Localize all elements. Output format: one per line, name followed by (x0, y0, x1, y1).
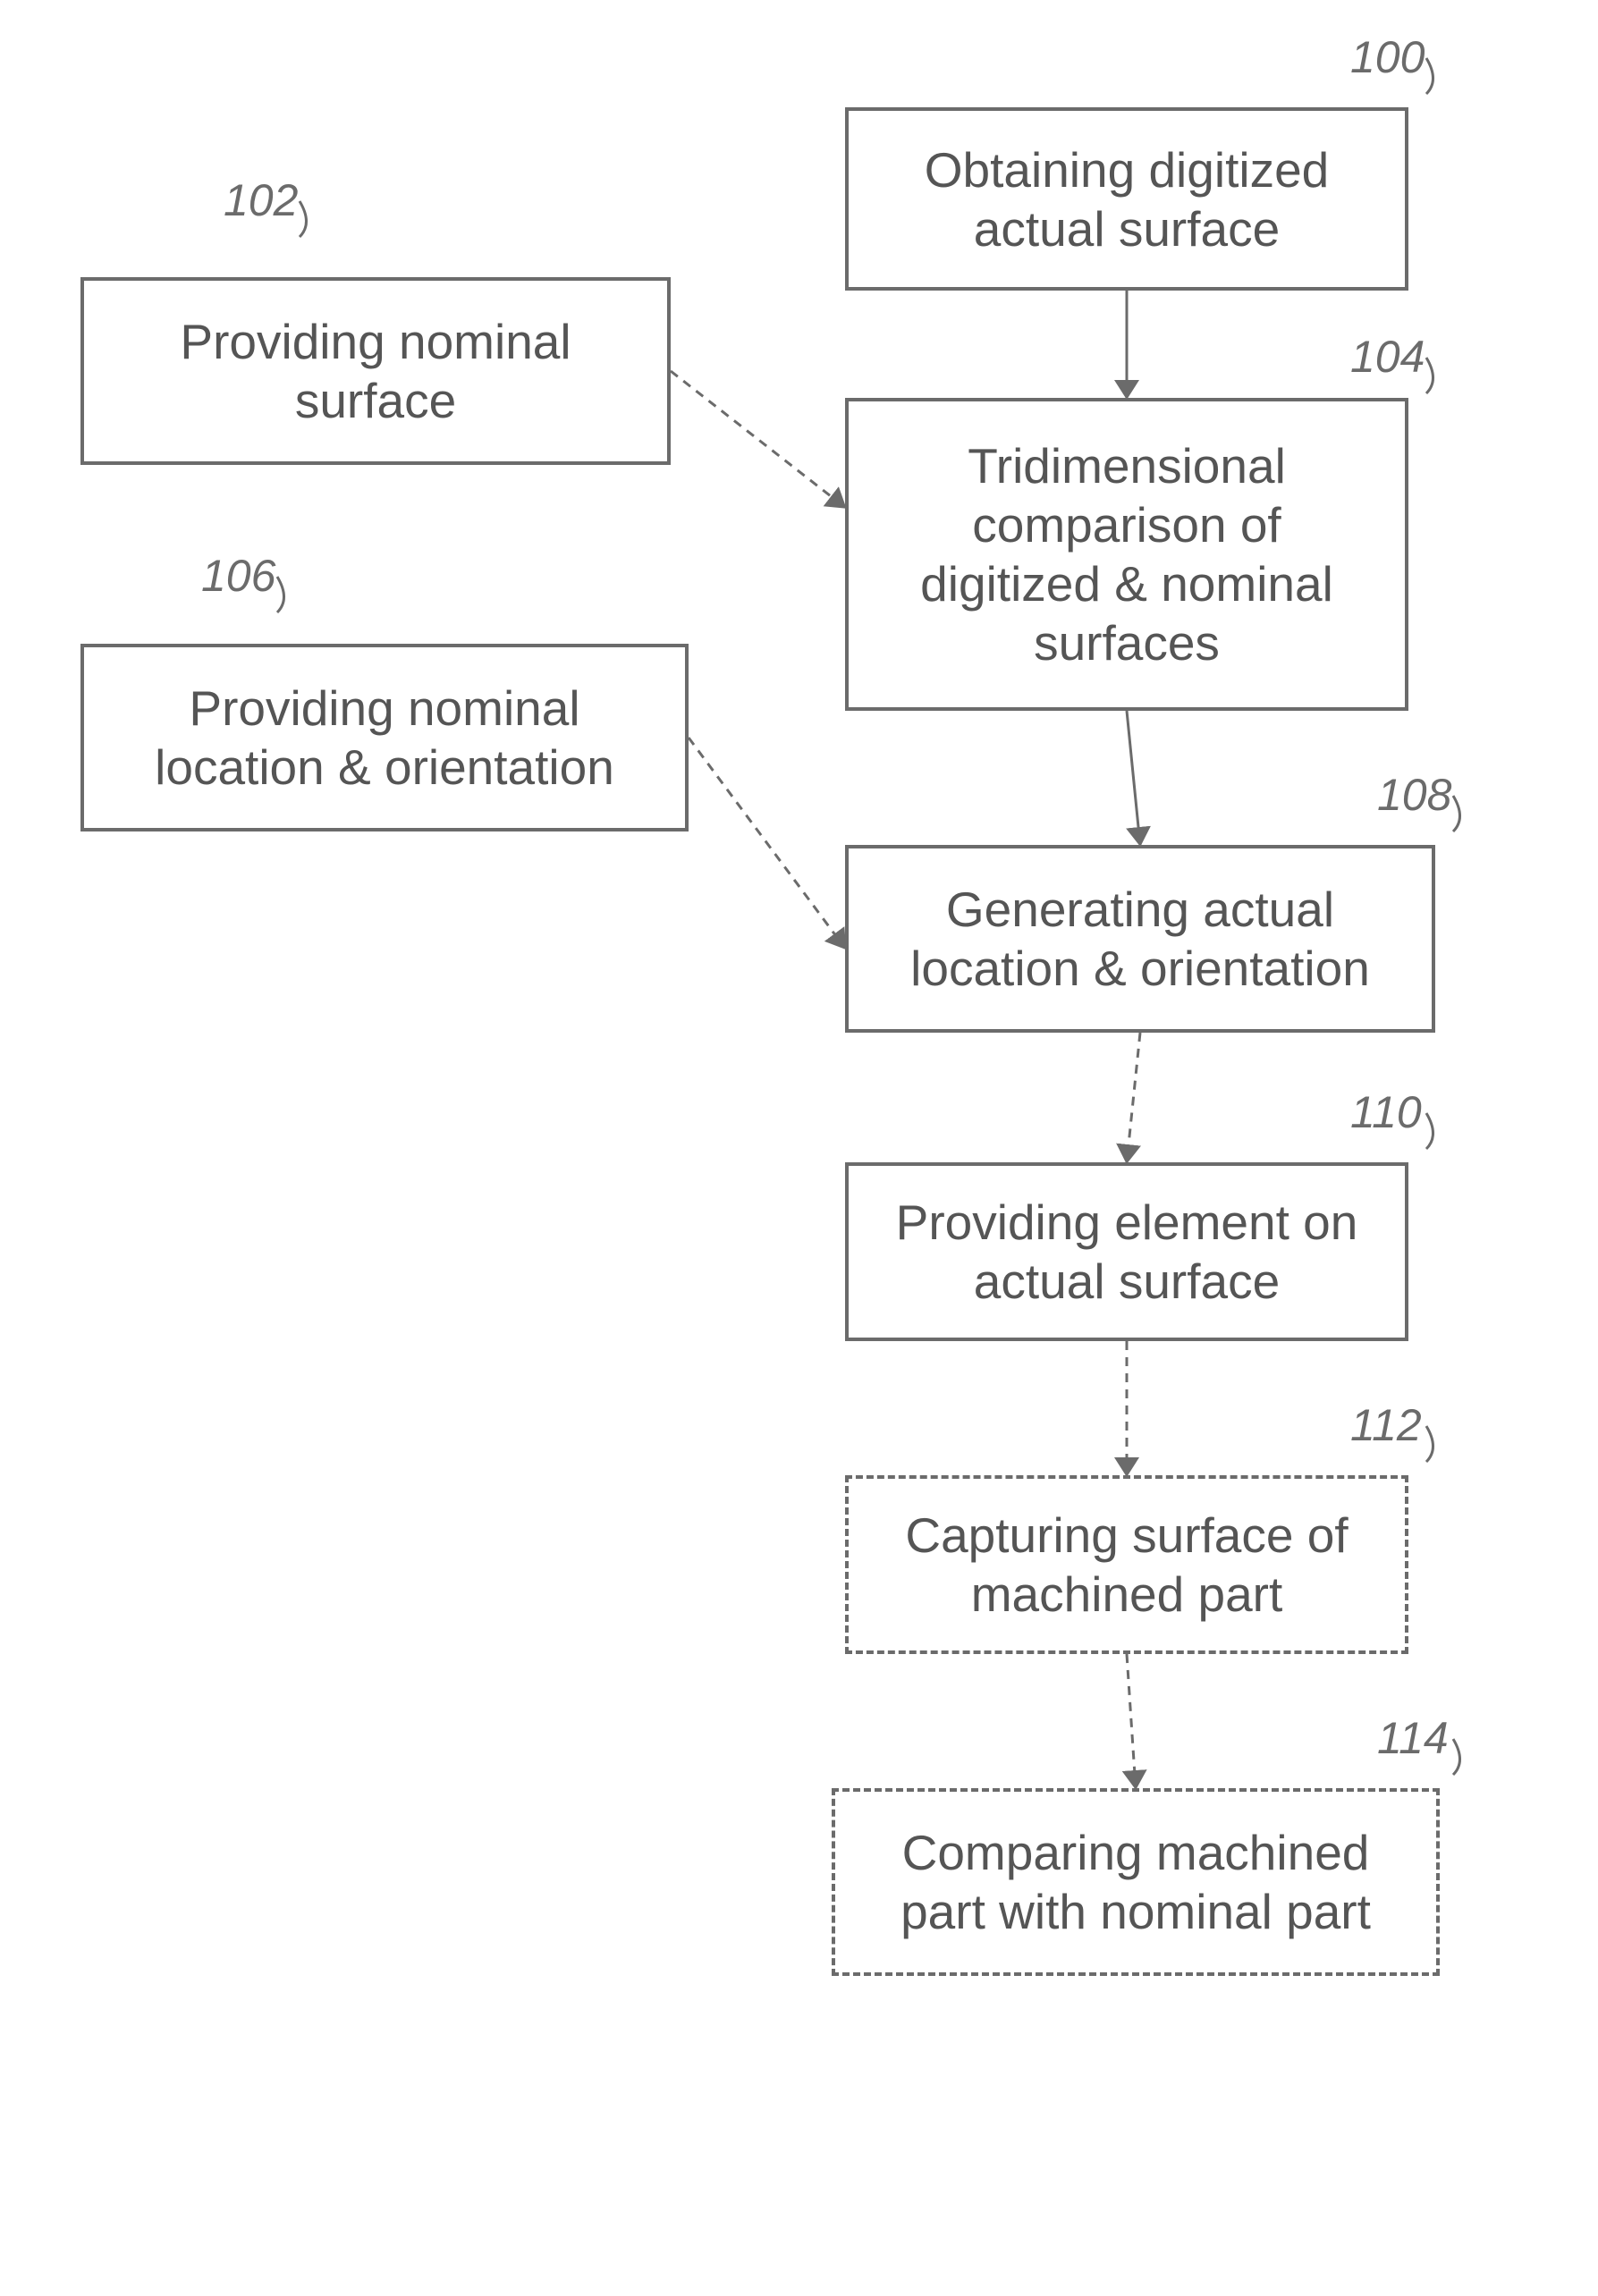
flow-node-n104: Tridimensional comparison of digitized &… (845, 398, 1408, 711)
flow-node-label: Obtaining digitized actual surface (925, 140, 1330, 258)
ref-label-110: 110 (1350, 1086, 1422, 1138)
flow-node-n114: Comparing machined part with nominal par… (832, 1788, 1440, 1976)
flow-node-label: Generating actual location & orientation (910, 880, 1370, 998)
flow-node-label: Providing element on actual surface (896, 1193, 1358, 1311)
flow-node-n100: Obtaining digitized actual surface (845, 107, 1408, 291)
flow-node-n102: Providing nominal surface (80, 277, 671, 465)
flow-node-n112: Capturing surface of machined part (845, 1475, 1408, 1654)
ref-label-106: 106 (201, 550, 275, 602)
ref-leader-108 (1453, 796, 1460, 831)
flow-edge-n104-n108 (1127, 711, 1140, 845)
flow-edge-n108-n110 (1127, 1033, 1140, 1162)
flow-edge-n106-n108 (689, 738, 845, 949)
flowchart-canvas: Obtaining digitized actual surface Provid… (0, 0, 1598, 2296)
flow-node-label: Tridimensional comparison of digitized &… (920, 436, 1333, 672)
ref-label-102: 102 (224, 174, 298, 226)
ref-leader-106 (277, 577, 284, 612)
ref-leader-102 (300, 201, 307, 237)
ref-leader-114 (1453, 1739, 1460, 1775)
flow-node-n110: Providing element on actual surface (845, 1162, 1408, 1341)
ref-leader-112 (1426, 1426, 1433, 1462)
ref-leader-110 (1426, 1113, 1433, 1149)
flow-node-label: Comparing machined part with nominal par… (900, 1823, 1371, 1941)
flow-node-label: Capturing surface of machined part (905, 1506, 1348, 1624)
flow-node-n106: Providing nominal location & orientation (80, 644, 689, 831)
flow-node-label: Providing nominal surface (180, 312, 571, 430)
ref-label-112: 112 (1350, 1399, 1422, 1451)
ref-leader-104 (1426, 358, 1433, 393)
flow-edge-n112-n114 (1127, 1654, 1136, 1788)
ref-label-114: 114 (1377, 1712, 1449, 1764)
flow-node-label: Providing nominal location & orientation (155, 679, 614, 797)
ref-label-108: 108 (1377, 769, 1451, 821)
ref-label-100: 100 (1350, 31, 1425, 83)
flow-node-n108: Generating actual location & orientation (845, 845, 1435, 1033)
ref-leader-100 (1426, 58, 1433, 94)
ref-label-104: 104 (1350, 331, 1425, 383)
flow-edge-n102-n104 (671, 371, 845, 508)
